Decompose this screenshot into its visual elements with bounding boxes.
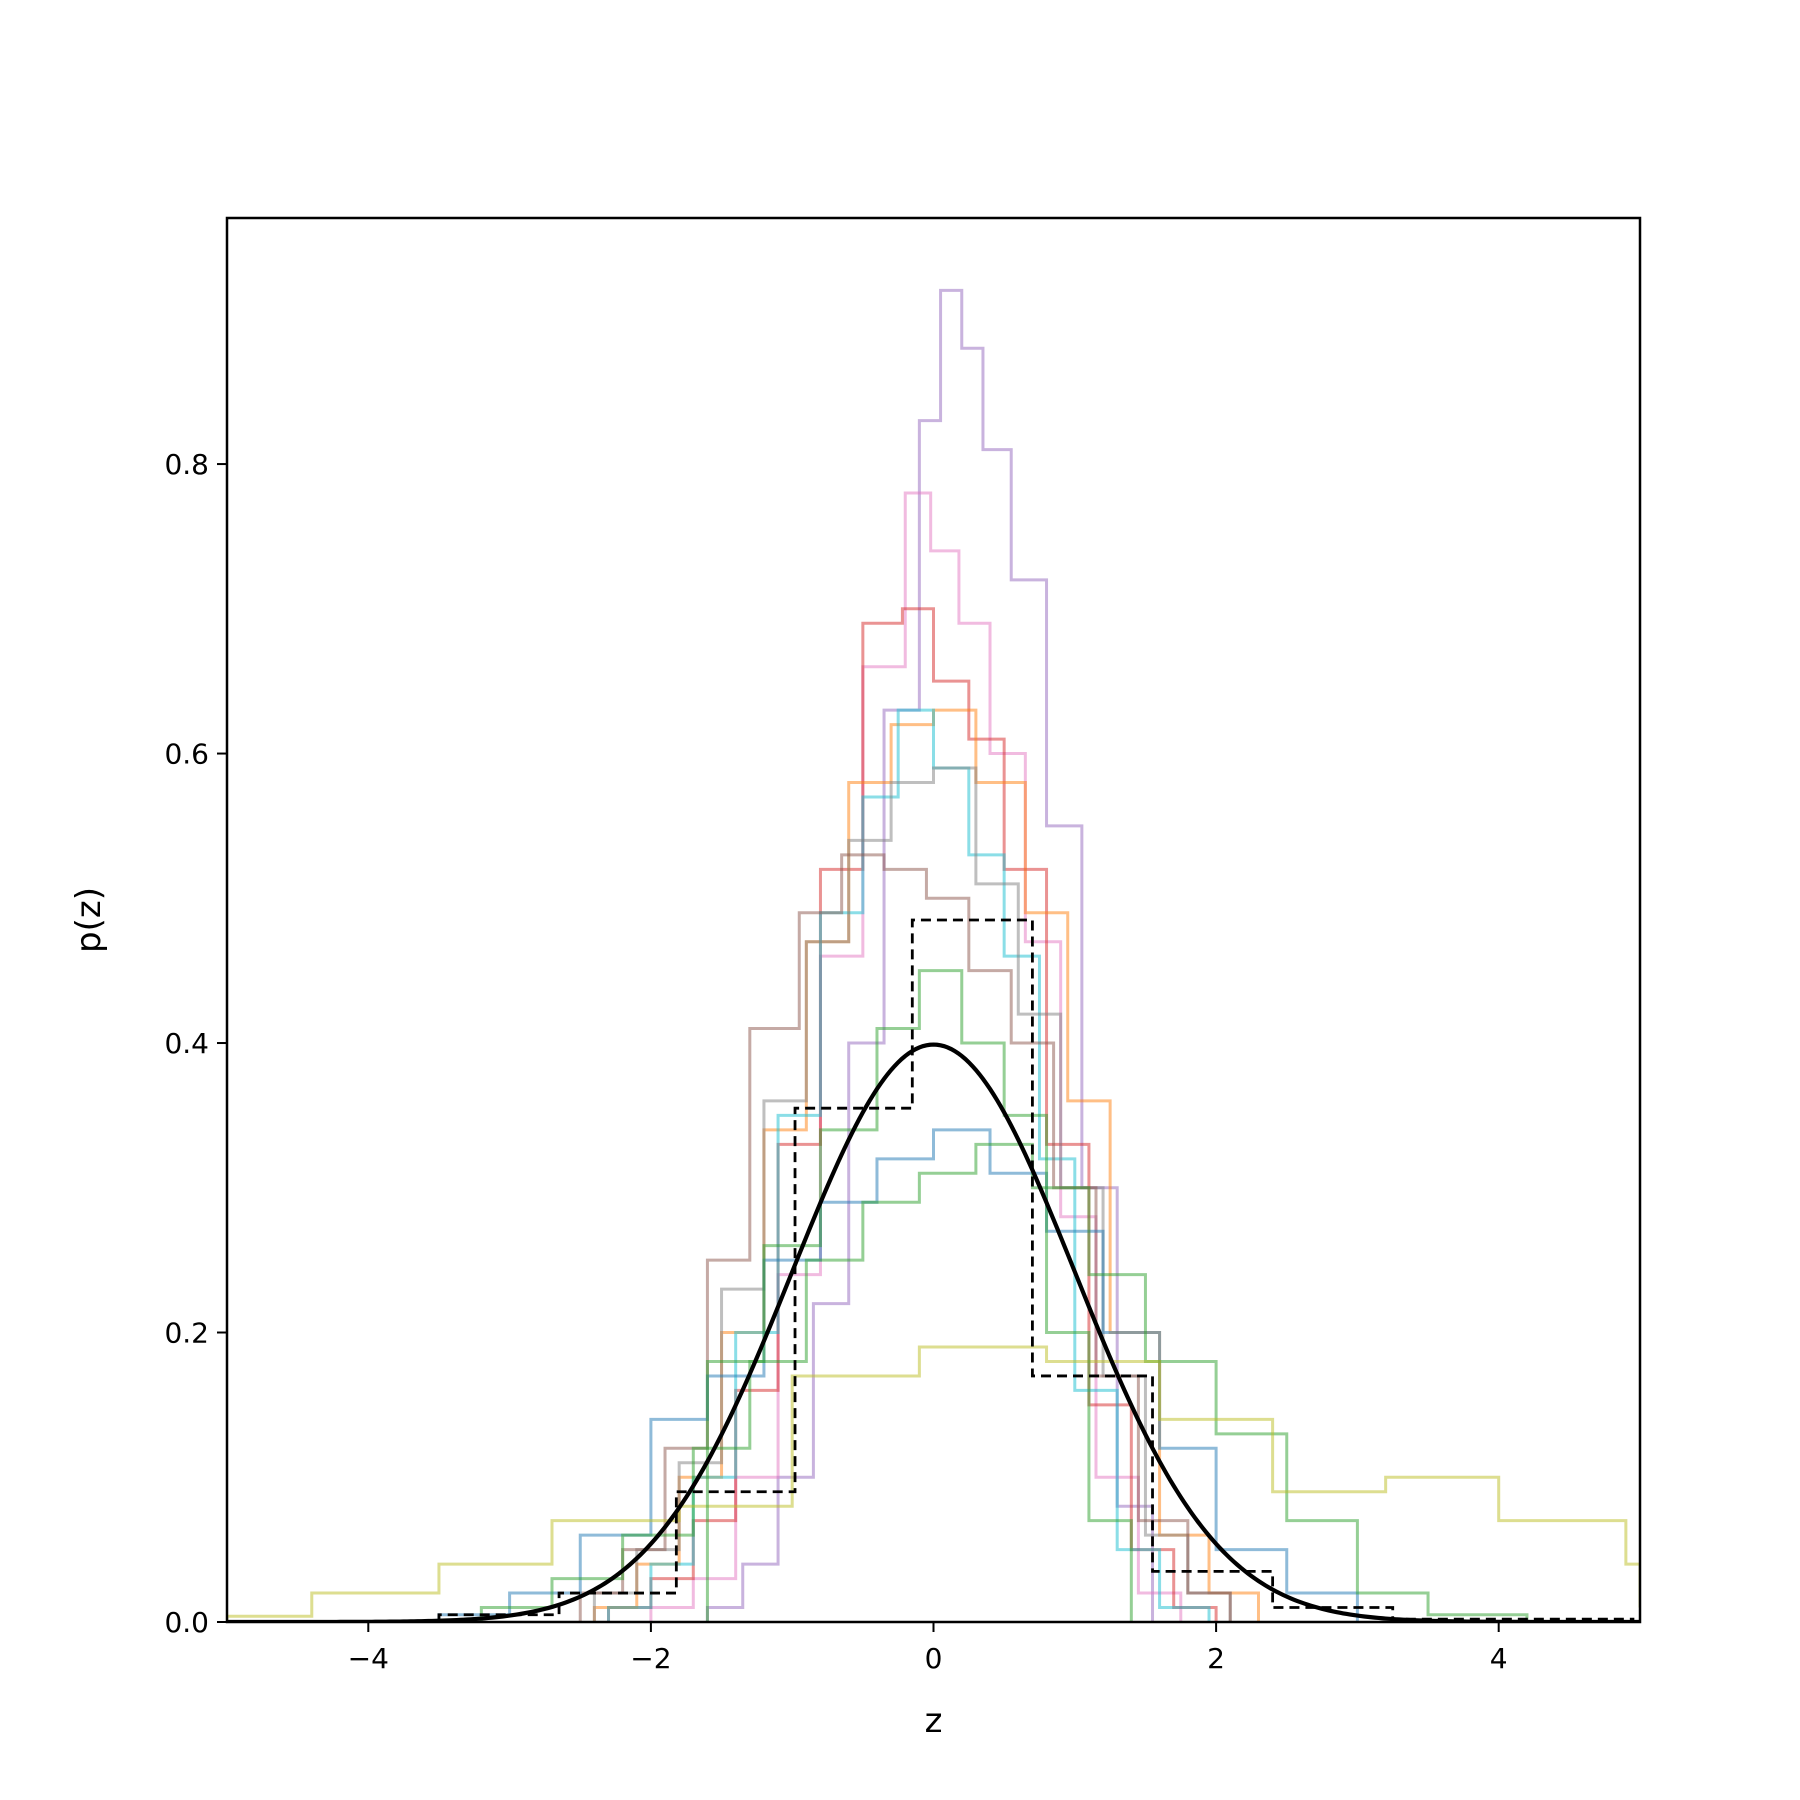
histogram-dashed-series	[437, 918, 1635, 1622]
normal-pdf-curve	[227, 1042, 1640, 1622]
histogram-series-10	[705, 969, 1133, 1622]
x-tick-label: −2	[630, 1642, 671, 1675]
x-tick-label: −4	[348, 1642, 389, 1675]
y-tick-label: 0.8	[164, 448, 209, 481]
y-tick-label: 0.6	[164, 738, 209, 771]
histogram-series-1	[649, 491, 1183, 1622]
histogram-series-9	[227, 1345, 1640, 1622]
series-layer	[227, 288, 1640, 1622]
histogram-series-0	[705, 288, 1155, 1622]
x-tick-label: 0	[925, 1642, 943, 1675]
y-tick-label: 0.4	[164, 1027, 209, 1060]
histogram-series-6	[578, 853, 1232, 1622]
histogram-series-4	[607, 708, 1211, 1622]
plot-frame	[225, 216, 1642, 1624]
x-tick-label: 4	[1490, 1642, 1508, 1675]
x-axis-label: z	[925, 1701, 943, 1741]
x-axis-ticks: −4 −2 0 2 4	[348, 1622, 1508, 1675]
histogram-series-2	[607, 607, 1218, 1622]
y-axis-ticks: 0.0 0.2 0.4 0.6 0.8	[164, 448, 227, 1639]
y-tick-label: 0.0	[164, 1606, 209, 1639]
histogram-series-7	[437, 1128, 1359, 1622]
x-tick-label: 2	[1207, 1642, 1225, 1675]
y-tick-label: 0.2	[164, 1317, 209, 1350]
y-axis-label: p(z)	[69, 887, 109, 953]
